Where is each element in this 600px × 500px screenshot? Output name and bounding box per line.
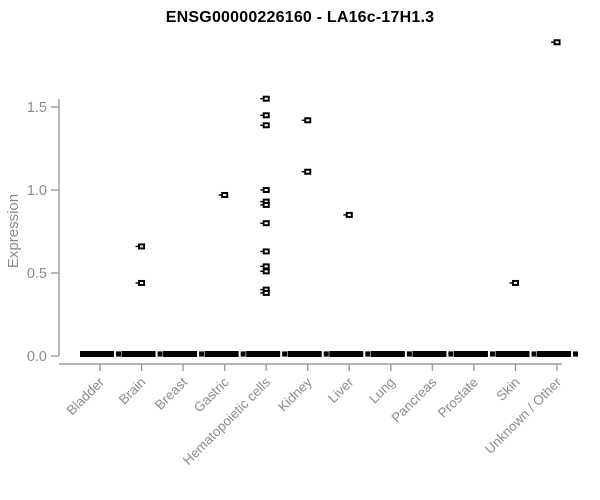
zero-cluster-point [157,351,163,357]
point-slit [306,170,310,173]
point-slit [264,288,268,291]
zero-cluster-bar [121,351,156,357]
zero-cluster-point [199,351,205,357]
zero-cluster-bar [495,351,530,357]
x-tick-label: Prostate [435,375,481,421]
y-tick-label: 0.5 [27,266,47,282]
zero-cluster-point [240,351,246,357]
point-left-tick [260,270,263,273]
point-slit [139,281,144,284]
x-tick-label: Kidney [275,374,315,414]
x-tick-label: Bladder [64,374,108,418]
point-slit [264,189,268,191]
point-slit [306,119,310,122]
point-slit [264,291,268,294]
point-left-tick [260,204,263,206]
zero-cluster-bar [453,351,488,357]
zero-cluster-point [323,351,329,357]
point-left-tick [551,41,554,43]
point-slit [264,222,268,225]
x-tick-label: Gastric [191,374,232,415]
point-slit [223,193,227,196]
zero-cluster-bar [412,351,447,357]
zero-cluster-bar [246,351,281,357]
y-tick-label: 0.0 [27,349,47,365]
x-tick-label: Liver [325,374,357,406]
zero-cluster-bar [370,351,405,357]
point-left-tick [260,292,263,294]
x-tick-label: Breast [152,374,190,412]
zero-cluster-bar [537,351,572,357]
zero-cluster-bar [287,351,322,357]
x-tick-label: Unknown / Other [482,374,565,457]
point-left-tick [343,214,346,216]
point-slit [264,97,268,100]
point-slit [264,270,268,273]
x-tick-label: Lung [366,375,398,407]
point-slit [513,281,518,284]
point-slit [139,245,144,248]
point-left-tick [260,189,263,191]
zero-cluster-point [489,351,495,357]
y-tick-label: 1.0 [27,183,47,199]
chart-title: ENSG00000226160 - LA16c-17H1.3 [165,9,435,26]
zero-cluster-point [448,351,454,357]
point-left-tick [301,119,305,121]
point-slit [555,41,559,44]
point-left-tick [260,288,263,291]
point-left-tick [260,98,263,100]
zero-cluster-bar [204,351,239,357]
point-slit [264,265,268,268]
point-slit [347,213,351,216]
x-tick-label: Pancreas [389,374,440,425]
point-left-tick [135,245,139,248]
zero-cluster-point [365,351,371,357]
point-slit [264,203,268,206]
point-left-tick [260,200,263,203]
y-axis-title: Expression [5,194,22,268]
zero-cluster-point [282,351,288,357]
x-tick-label: Skin [493,375,522,404]
zero-cluster-point [406,351,412,357]
zero-cluster-point [573,351,579,357]
y-tick-label: 1.5 [27,100,47,116]
point-left-tick [260,250,263,253]
point-slit [264,124,268,127]
point-left-tick [260,222,263,224]
x-tick-label: Brain [116,375,149,408]
point-slit [264,114,268,117]
point-left-tick [301,171,305,173]
zero-cluster-bar [163,351,198,357]
zero-cluster-bar [80,351,114,357]
point-slit [264,200,268,203]
point-left-tick [260,114,263,116]
point-left-tick [218,194,222,196]
point-left-tick [260,124,263,126]
zero-cluster-bar [329,351,364,357]
zero-cluster-point [116,351,121,357]
point-slit [264,250,268,253]
point-left-tick [135,282,139,284]
point-left-tick [260,265,263,268]
point-left-tick [509,282,513,284]
zero-cluster-point [531,351,537,357]
